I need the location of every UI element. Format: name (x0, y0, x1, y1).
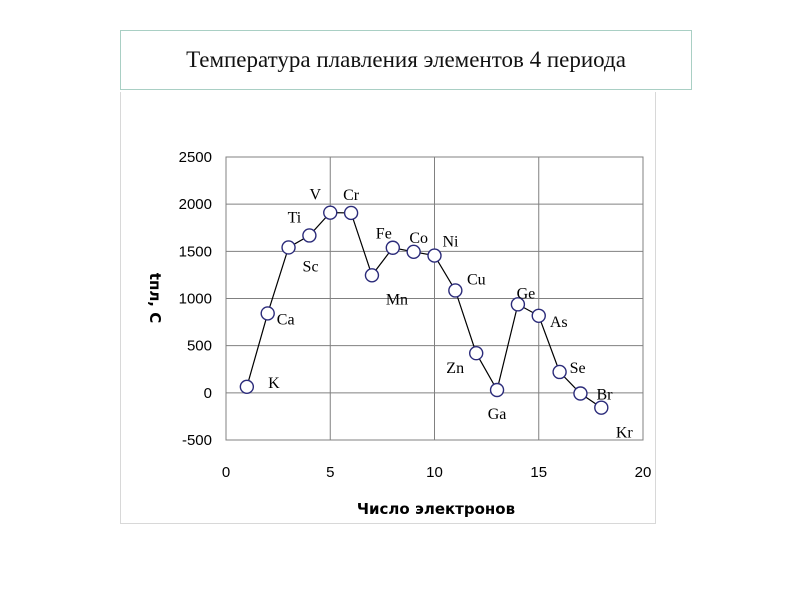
x-tick-label: 10 (426, 464, 443, 481)
data-point-kr (594, 400, 609, 415)
y-tick-label: 1500 (179, 243, 212, 260)
data-point-ge (510, 297, 526, 312)
data-point-sc (281, 240, 296, 255)
data-point-ti (302, 228, 317, 243)
x-tick-label: 0 (222, 464, 230, 481)
element-label-mn: Mn (386, 291, 408, 308)
data-point-mn (364, 268, 380, 283)
x-tick-labels: 0 5 10 15 20 (222, 464, 652, 481)
x-tick-label: 15 (530, 464, 547, 481)
y-axis-label: tпл, С (146, 273, 164, 323)
data-point-k (239, 379, 255, 394)
element-label-zn: Zn (446, 360, 464, 377)
data-point-se (552, 364, 567, 380)
y-tick-label: 0 (204, 385, 212, 402)
data-point-cu (448, 283, 463, 298)
element-label-k: K (268, 375, 280, 392)
data-points (239, 205, 609, 415)
data-point-v (323, 205, 338, 220)
title-box: Температура плавления элементов 4 период… (120, 30, 692, 90)
element-label-sc: Sc (303, 258, 319, 275)
data-point-as (531, 308, 546, 323)
element-label-ti: Ti (288, 209, 302, 226)
data-point-ca (260, 306, 275, 321)
element-label-cr: Cr (343, 187, 360, 204)
element-label-ni: Ni (443, 234, 460, 251)
data-point-br (573, 386, 588, 401)
element-label-ge: Ge (517, 285, 536, 302)
y-tick-labels: 2500 2000 1500 1000 500 0 -500 (179, 149, 212, 449)
element-label-kr: Kr (616, 425, 634, 442)
x-tick-label: 20 (635, 464, 652, 481)
y-tick-label: 500 (187, 338, 212, 355)
data-point-ni (427, 248, 442, 263)
element-label-br: Br (596, 386, 613, 403)
element-label-co: Co (409, 230, 428, 247)
element-label-ca: Ca (277, 311, 295, 328)
data-point-cr (343, 205, 359, 221)
chart-title: Температура плавления элементов 4 период… (186, 47, 626, 72)
element-label-v: V (309, 187, 321, 204)
data-point-ga (489, 382, 505, 398)
y-tick-label: 2500 (179, 149, 212, 166)
y-tick-label: 1000 (179, 291, 212, 308)
element-label-se: Se (570, 360, 586, 377)
element-labels: K Ca Sc Ti V Cr Mn Fe Co Ni Cu Zn Ga Ge As Se Br Kr (268, 187, 633, 442)
y-tick-label: 2000 (179, 196, 212, 213)
element-label-fe: Fe (376, 226, 392, 243)
data-point-fe (385, 240, 400, 255)
x-tick-label: 5 (326, 464, 334, 481)
grid (225, 156, 644, 441)
data-point-co (406, 244, 421, 260)
data-point-zn (469, 346, 484, 361)
y-tick-label: -500 (182, 432, 212, 449)
element-label-as: As (550, 314, 568, 331)
element-label-cu: Cu (467, 271, 486, 288)
x-axis-label: Число электронов (357, 500, 515, 518)
chart-frame (120, 92, 656, 524)
element-label-ga: Ga (488, 406, 507, 423)
